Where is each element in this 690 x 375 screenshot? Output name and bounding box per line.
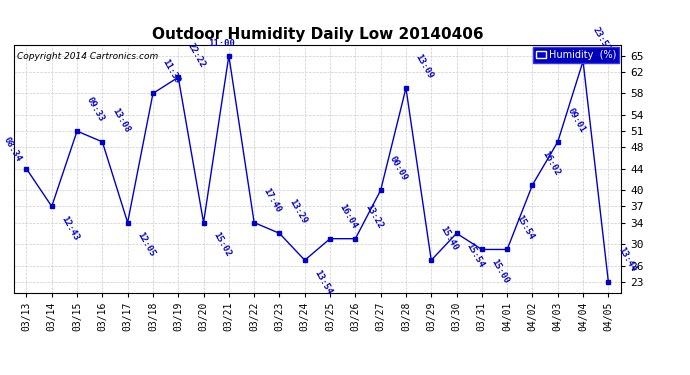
- Text: 23:52: 23:52: [591, 25, 612, 53]
- Text: 13:29: 13:29: [287, 198, 308, 225]
- Text: 15:54: 15:54: [464, 242, 485, 269]
- Text: 22:22: 22:22: [186, 42, 207, 69]
- Text: 13:22: 13:22: [363, 203, 384, 231]
- Title: Outdoor Humidity Daily Low 20140406: Outdoor Humidity Daily Low 20140406: [152, 27, 483, 42]
- Text: 15:40: 15:40: [439, 224, 460, 252]
- Text: 16:04: 16:04: [337, 203, 359, 231]
- Text: 08:34: 08:34: [1, 136, 23, 164]
- Text: 17:40: 17:40: [262, 187, 283, 214]
- Text: 11:00: 11:00: [208, 39, 235, 48]
- Text: 16:02: 16:02: [540, 149, 561, 177]
- Text: 13:09: 13:09: [413, 52, 435, 80]
- Text: 13:54: 13:54: [313, 268, 333, 296]
- Legend: Humidity  (%): Humidity (%): [533, 47, 619, 63]
- Text: 12:05: 12:05: [135, 231, 157, 258]
- Text: 09:33: 09:33: [85, 95, 106, 123]
- Text: 11:39: 11:39: [161, 58, 181, 86]
- Text: 12:43: 12:43: [59, 214, 81, 242]
- Text: 13:08: 13:08: [110, 106, 131, 134]
- Text: 09:01: 09:01: [565, 106, 586, 134]
- Text: 13:44: 13:44: [616, 246, 637, 274]
- Text: 15:00: 15:00: [489, 258, 511, 285]
- Text: Copyright 2014 Cartronics.com: Copyright 2014 Cartronics.com: [17, 53, 158, 62]
- Text: 15:54: 15:54: [515, 214, 536, 242]
- Text: 15:02: 15:02: [211, 231, 233, 258]
- Text: 00:09: 00:09: [388, 154, 409, 182]
